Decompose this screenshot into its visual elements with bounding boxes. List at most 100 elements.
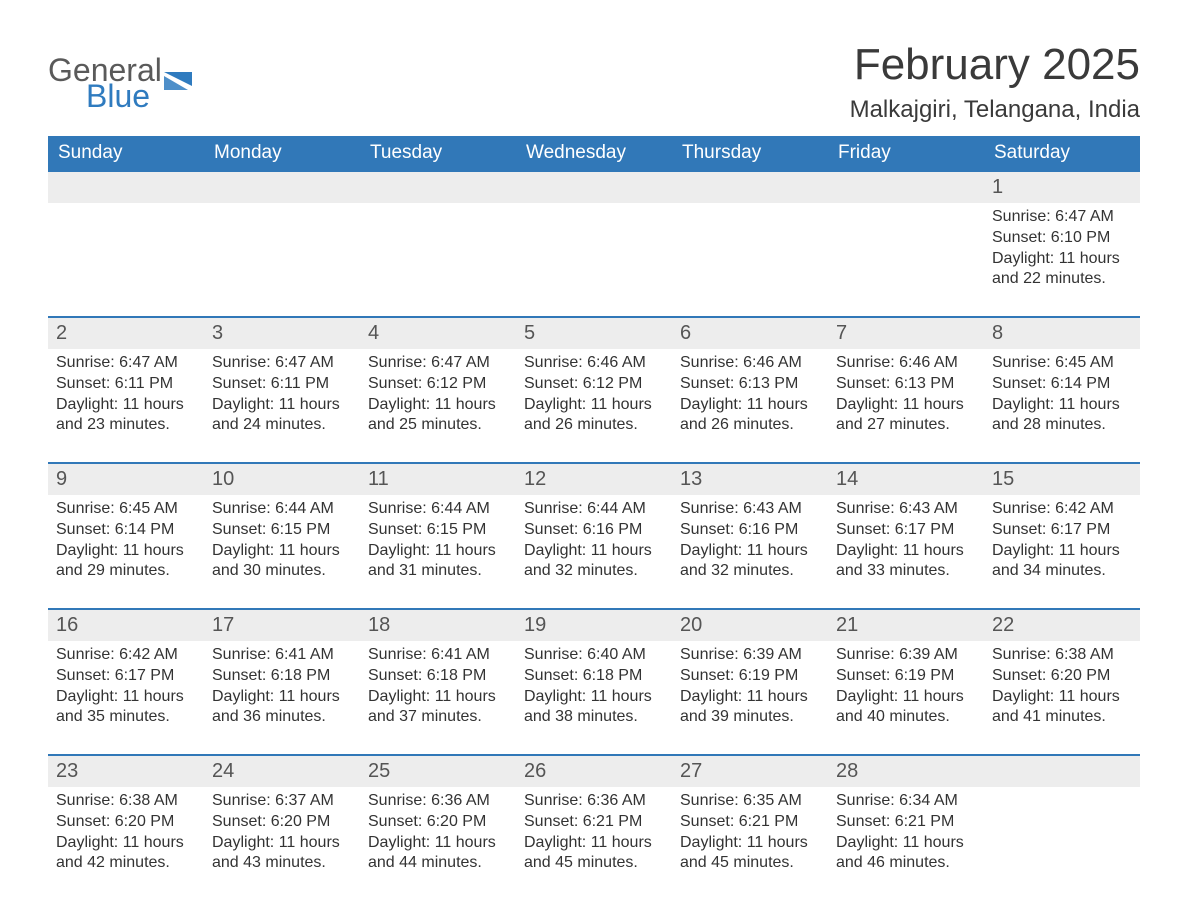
location: Malkajgiri, Telangana, India (850, 96, 1140, 124)
daylight-line-1: Daylight: 11 hours (992, 249, 1132, 270)
sunset-line: Sunset: 6:18 PM (212, 666, 352, 687)
day-number: 28 (828, 756, 984, 787)
daylight-line-2: and 41 minutes. (992, 707, 1132, 728)
daylight-line-2: and 45 minutes. (680, 853, 820, 874)
day-body: Sunrise: 6:46 AMSunset: 6:13 PMDaylight:… (672, 349, 828, 446)
sunrise-line: Sunrise: 6:37 AM (212, 791, 352, 812)
day-body: Sunrise: 6:45 AMSunset: 6:14 PMDaylight:… (984, 349, 1140, 446)
day-cell: 13Sunrise: 6:43 AMSunset: 6:16 PMDayligh… (672, 464, 828, 608)
day-number: 24 (204, 756, 360, 787)
sunrise-line: Sunrise: 6:47 AM (992, 207, 1132, 228)
day-body: Sunrise: 6:47 AMSunset: 6:10 PMDaylight:… (984, 203, 1140, 300)
day-cell: 27Sunrise: 6:35 AMSunset: 6:21 PMDayligh… (672, 756, 828, 894)
daylight-line-1: Daylight: 11 hours (524, 395, 664, 416)
week-row: 1Sunrise: 6:47 AMSunset: 6:10 PMDaylight… (48, 170, 1140, 316)
day-body: Sunrise: 6:43 AMSunset: 6:17 PMDaylight:… (828, 495, 984, 592)
daylight-line-1: Daylight: 11 hours (524, 833, 664, 854)
day-body (984, 787, 1140, 801)
daylight-line-2: and 26 minutes. (680, 415, 820, 436)
daylight-line-1: Daylight: 11 hours (368, 687, 508, 708)
weekday-header: Monday (204, 136, 360, 170)
day-number: 23 (48, 756, 204, 787)
day-body: Sunrise: 6:38 AMSunset: 6:20 PMDaylight:… (48, 787, 204, 884)
sunrise-line: Sunrise: 6:39 AM (836, 645, 976, 666)
sunset-line: Sunset: 6:21 PM (524, 812, 664, 833)
daylight-line-1: Daylight: 11 hours (680, 687, 820, 708)
sunset-line: Sunset: 6:19 PM (680, 666, 820, 687)
day-number: 27 (672, 756, 828, 787)
daylight-line-1: Daylight: 11 hours (368, 833, 508, 854)
sunset-line: Sunset: 6:18 PM (368, 666, 508, 687)
daylight-line-2: and 45 minutes. (524, 853, 664, 874)
day-cell: 7Sunrise: 6:46 AMSunset: 6:13 PMDaylight… (828, 318, 984, 462)
daylight-line-2: and 26 minutes. (524, 415, 664, 436)
sunset-line: Sunset: 6:11 PM (212, 374, 352, 395)
sunset-line: Sunset: 6:10 PM (992, 228, 1132, 249)
day-body: Sunrise: 6:39 AMSunset: 6:19 PMDaylight:… (672, 641, 828, 738)
daylight-line-2: and 24 minutes. (212, 415, 352, 436)
day-body: Sunrise: 6:43 AMSunset: 6:16 PMDaylight:… (672, 495, 828, 592)
day-number: 17 (204, 610, 360, 641)
sunrise-line: Sunrise: 6:46 AM (524, 353, 664, 374)
sunrise-line: Sunrise: 6:44 AM (368, 499, 508, 520)
daylight-line-2: and 40 minutes. (836, 707, 976, 728)
day-body (516, 203, 672, 217)
day-cell: 26Sunrise: 6:36 AMSunset: 6:21 PMDayligh… (516, 756, 672, 894)
day-number: 2 (48, 318, 204, 349)
day-cell: 28 Sunrise: 6:34 AMSunset: 6:21 PMDayligh… (828, 756, 984, 894)
daylight-line-1: Daylight: 11 hours (836, 833, 976, 854)
sunrise-line: Sunrise: 6:38 AM (56, 791, 196, 812)
day-body: Sunrise: 6:46 AMSunset: 6:13 PMDaylight:… (828, 349, 984, 446)
daylight-line-2: and 23 minutes. (56, 415, 196, 436)
daylight-line-2: and 29 minutes. (56, 561, 196, 582)
day-body: Sunrise: 6:46 AMSunset: 6:12 PMDaylight:… (516, 349, 672, 446)
sunrise-line: Sunrise: 6:44 AM (524, 499, 664, 520)
calendar: SundayMondayTuesdayWednesdayThursdayFrid… (48, 136, 1140, 894)
day-cell: 1Sunrise: 6:47 AMSunset: 6:10 PMDaylight… (984, 172, 1140, 316)
sunset-line: Sunset: 6:20 PM (992, 666, 1132, 687)
daylight-line-1: Daylight: 11 hours (212, 395, 352, 416)
week-row: 16Sunrise: 6:42 AMSunset: 6:17 PMDayligh… (48, 608, 1140, 754)
sunrise-line: Sunrise: 6:35 AM (680, 791, 820, 812)
daylight-line-1: Daylight: 11 hours (368, 541, 508, 562)
daylight-line-2: and 31 minutes. (368, 561, 508, 582)
day-cell (672, 172, 828, 316)
sunrise-line: Sunrise: 6:42 AM (56, 645, 196, 666)
day-number: 14 (828, 464, 984, 495)
daylight-line-1: Daylight: 11 hours (56, 541, 196, 562)
daylight-line-2: and 28 minutes. (992, 415, 1132, 436)
daylight-line-2: and 44 minutes. (368, 853, 508, 874)
day-cell: 8Sunrise: 6:45 AMSunset: 6:14 PMDaylight… (984, 318, 1140, 462)
day-body: Sunrise: 6:40 AMSunset: 6:18 PMDaylight:… (516, 641, 672, 738)
day-body: Sunrise: 6:39 AMSunset: 6:19 PMDaylight:… (828, 641, 984, 738)
day-number (672, 172, 828, 203)
daylight-line-2: and 33 minutes. (836, 561, 976, 582)
daylight-line-1: Daylight: 11 hours (56, 395, 196, 416)
daylight-line-2: and 39 minutes. (680, 707, 820, 728)
sunrise-line: Sunrise: 6:42 AM (992, 499, 1132, 520)
sunset-line: Sunset: 6:16 PM (680, 520, 820, 541)
sunrise-line: Sunrise: 6:34 AM (836, 791, 976, 812)
day-cell: 4Sunrise: 6:47 AMSunset: 6:12 PMDaylight… (360, 318, 516, 462)
sunset-line: Sunset: 6:21 PM (836, 812, 976, 833)
day-cell: 17Sunrise: 6:41 AMSunset: 6:18 PMDayligh… (204, 610, 360, 754)
daylight-line-1: Daylight: 11 hours (56, 833, 196, 854)
day-cell (828, 172, 984, 316)
sunrise-line: Sunrise: 6:47 AM (368, 353, 508, 374)
day-cell (360, 172, 516, 316)
daylight-line-1: Daylight: 11 hours (680, 395, 820, 416)
daylight-line-1: Daylight: 11 hours (212, 687, 352, 708)
sunset-line: Sunset: 6:15 PM (212, 520, 352, 541)
sunset-line: Sunset: 6:19 PM (836, 666, 976, 687)
weekday-header-row: SundayMondayTuesdayWednesdayThursdayFrid… (48, 136, 1140, 170)
day-number: 4 (360, 318, 516, 349)
day-number (984, 756, 1140, 787)
day-number: 21 (828, 610, 984, 641)
month-title: February 2025 (850, 40, 1140, 90)
day-cell: 14Sunrise: 6:43 AMSunset: 6:17 PMDayligh… (828, 464, 984, 608)
daylight-line-1: Daylight: 11 hours (212, 541, 352, 562)
header: General Blue February 2025 Malkajgiri, T… (48, 40, 1140, 132)
weekday-header: Thursday (672, 136, 828, 170)
daylight-line-2: and 32 minutes. (680, 561, 820, 582)
day-body: Sunrise: 6:41 AMSunset: 6:18 PMDaylight:… (360, 641, 516, 738)
